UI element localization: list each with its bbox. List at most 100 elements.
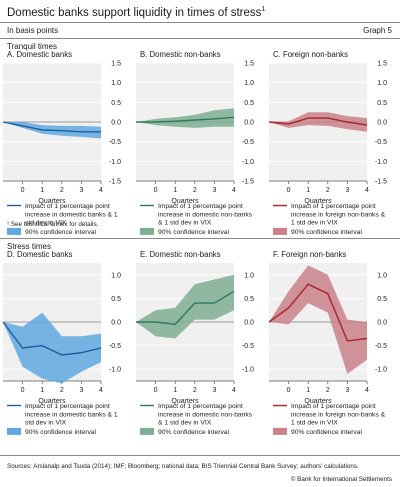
title-rule — [0, 22, 400, 23]
x-tick-label: 4 — [99, 387, 103, 394]
x-tick-label: 0 — [21, 387, 25, 394]
x-tick-label: 1 — [40, 387, 44, 394]
y-tick-label: 1.5 — [377, 61, 387, 68]
bis-credit: © Bank for International Settlements — [290, 476, 392, 483]
x-tick-label: 4 — [99, 187, 103, 194]
panel-title: F. Foreign non-banks — [273, 250, 346, 259]
legend-label: increase in domestic non-banks — [158, 211, 253, 218]
legend-label: Impact of 1 percentage point — [291, 403, 376, 410]
legend-label: std dev in VIX — [25, 220, 67, 227]
section-rule — [0, 238, 400, 239]
confidence-band — [269, 265, 367, 374]
y-tick-label: -0.5 — [109, 343, 121, 350]
legend-label: std dev in VIX — [25, 420, 67, 427]
x-tick-label: 3 — [212, 187, 216, 194]
y-tick-label: 1.0 — [377, 80, 387, 87]
x-tick-label: 0 — [287, 187, 291, 194]
x-tick-label: 4 — [365, 387, 369, 394]
legend-label: 90% confidence interval — [158, 429, 230, 436]
y-tick-label: 1.0 — [111, 272, 121, 279]
x-tick-label: 2 — [60, 187, 64, 194]
x-tick-label: 3 — [79, 187, 83, 194]
y-tick-label: 0.0 — [111, 320, 121, 327]
legend-label: 90% confidence interval — [25, 229, 97, 236]
section-tranquil: Tranquil times — [7, 42, 57, 51]
impulse-line — [2, 121, 101, 133]
y-tick-label: -1.0 — [375, 367, 387, 374]
y-tick-label: 1.0 — [377, 272, 387, 279]
y-tick-label: 0.5 — [244, 100, 254, 107]
legend-band-key — [273, 227, 287, 235]
x-axis-label: Quarters — [38, 198, 66, 205]
panel-title: E. Domestic non-banks — [140, 250, 221, 259]
y-tick-label: -1.0 — [242, 159, 254, 166]
x-axis-label: Quarters — [304, 198, 332, 205]
x-tick-label: 0 — [287, 387, 291, 394]
x-tick-label: 2 — [193, 387, 197, 394]
legend-label: Impact of 1 percentage point — [25, 203, 110, 210]
y-tick-label: 0.5 — [377, 100, 387, 107]
panel-title: C. Foreign non-banks — [273, 50, 348, 59]
legend-label: increase in domestic banks & 1 — [25, 211, 118, 218]
chart-title: Domestic banks support liquidity in time… — [7, 6, 266, 19]
legend-label: 1 std dev in VIX — [291, 420, 338, 427]
legend-label: 90% confidence interval — [25, 429, 97, 436]
impulse-line — [136, 290, 235, 326]
impulse-line — [2, 321, 102, 356]
x-tick-label: 0 — [21, 187, 25, 194]
panel-title: D. Domestic banks — [7, 250, 73, 259]
y-tick-label: -0.5 — [242, 343, 254, 350]
x-tick-label: 1 — [306, 387, 310, 394]
x-tick-label: 4 — [232, 187, 236, 194]
x-tick-label: 1 — [306, 187, 310, 194]
legend-label: increase in domestic banks & 1 — [25, 411, 118, 418]
panel-title: A. Domestic banks — [7, 50, 72, 59]
y-tick-label: 1.0 — [111, 80, 121, 87]
y-tick-label: 0.5 — [377, 296, 387, 303]
x-tick-label: 2 — [193, 187, 197, 194]
y-tick-label: -1.5 — [375, 179, 387, 186]
legend-label: increase in domestic non-banks — [158, 411, 253, 418]
x-axis-label: Quarters — [304, 398, 332, 405]
x-tick-label: 3 — [345, 387, 349, 394]
y-tick-label: -1.0 — [242, 367, 254, 374]
y-tick-label: -1.5 — [109, 179, 121, 186]
legend-label: Impact of 1 percentage point — [158, 403, 243, 410]
impulse-line — [268, 283, 368, 342]
y-tick-label: 0.0 — [244, 320, 254, 327]
y-tick-label: 0.5 — [111, 100, 121, 107]
x-tick-label: 0 — [154, 187, 158, 194]
y-tick-label: -1.5 — [242, 179, 254, 186]
impulse-line — [136, 116, 235, 123]
x-tick-label: 1 — [173, 387, 177, 394]
x-tick-label: 2 — [326, 187, 330, 194]
y-tick-label: 0.0 — [377, 120, 387, 127]
panel-title: B. Domestic non-banks — [140, 50, 221, 59]
y-tick-label: -1.0 — [109, 367, 121, 374]
footer-rule — [0, 455, 400, 456]
legend-label: 90% confidence interval — [158, 229, 230, 236]
y-tick-label: 0.0 — [377, 320, 387, 327]
x-tick-label: 2 — [60, 387, 64, 394]
legend-band-key — [7, 227, 21, 235]
legend-band-key — [273, 427, 287, 435]
x-tick-label: 1 — [40, 187, 44, 194]
y-tick-label: 1.5 — [111, 61, 121, 68]
confidence-band — [136, 108, 234, 128]
units-label: In basis points — [7, 26, 59, 35]
x-tick-label: 2 — [326, 387, 330, 394]
legend-band-key — [140, 227, 154, 235]
x-tick-label: 4 — [232, 387, 236, 394]
units-rule — [0, 38, 400, 39]
confidence-band — [3, 312, 101, 384]
y-tick-label: 1.0 — [244, 80, 254, 87]
legend-label: increase in foreign non-banks & — [291, 411, 386, 418]
x-tick-label: 4 — [365, 187, 369, 194]
legend-label: 90% confidence interval — [291, 229, 363, 236]
graph-number: Graph 5 — [363, 26, 392, 35]
legend-label: Impact of 1 percentage point — [291, 203, 376, 210]
x-axis-label: Quarters — [171, 398, 199, 405]
legend-label: Impact of 1 percentage point — [25, 403, 110, 410]
x-tick-label: 0 — [154, 387, 158, 394]
